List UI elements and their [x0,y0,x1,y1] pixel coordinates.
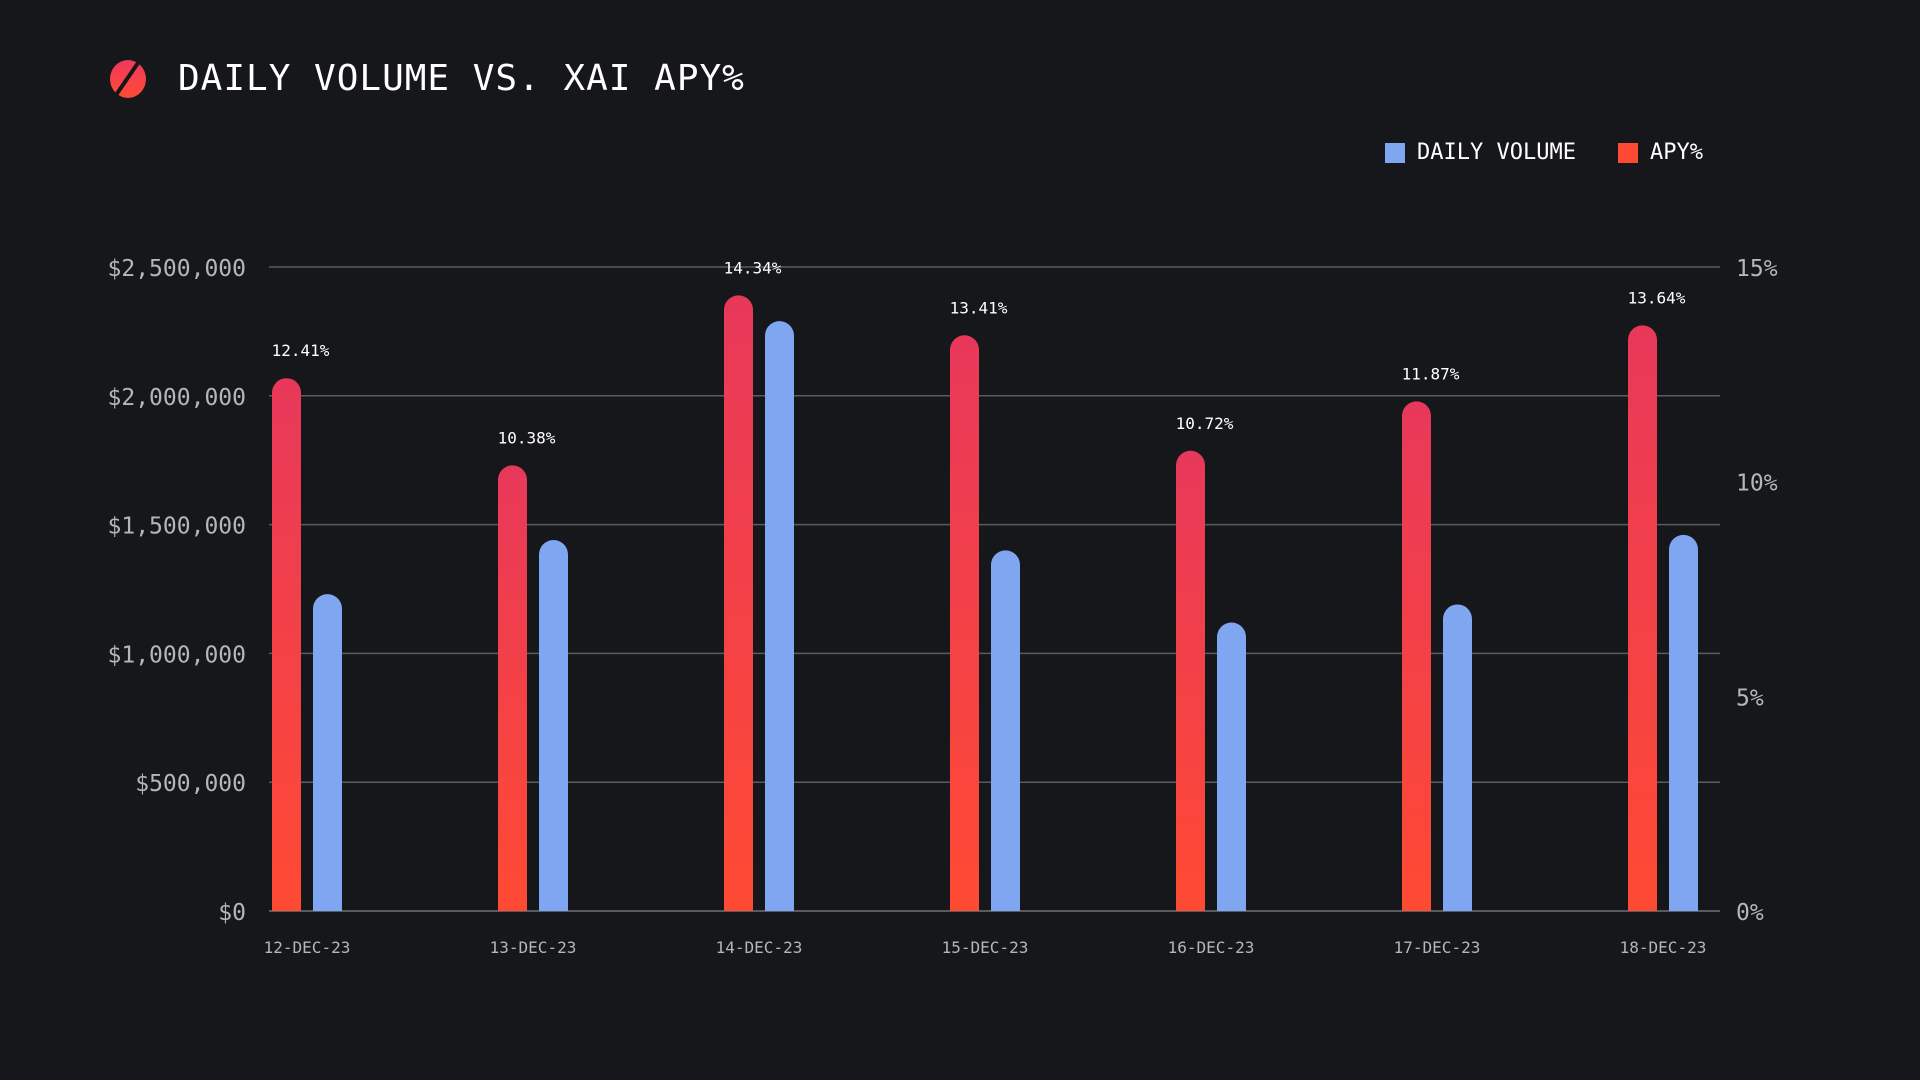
left-tick-label: $0 [218,900,246,926]
volume-bar [1443,604,1472,911]
volume-bar [313,594,342,911]
apy-bar [950,335,979,911]
x-tick-label: 18-DEC-23 [1620,938,1707,957]
left-tick-label: $1,500,000 [108,514,246,540]
right-tick-label: 10% [1736,471,1778,497]
apy-bar [1176,450,1205,911]
legend-item-volume: DAILY VOLUME [1385,140,1576,165]
volume-bar [539,540,568,911]
apy-bar [1628,325,1657,911]
left-tick-label: $2,000,000 [108,385,246,411]
left-tick-label: $500,000 [135,771,246,797]
x-tick-label: 14-DEC-23 [716,938,803,957]
apy-data-label: 11.87% [1402,364,1460,383]
apy-bar [498,465,527,911]
apy-data-label: 14.34% [724,258,782,277]
x-tick-label: 15-DEC-23 [942,938,1029,957]
right-tick-label: 5% [1736,685,1764,711]
apy-data-label: 13.41% [950,298,1008,317]
x-tick-label: 12-DEC-23 [264,938,351,957]
legend-swatch-volume [1385,142,1405,163]
left-tick-label: $1,000,000 [108,642,246,668]
apy-bar [724,295,753,911]
left-tick-label: $2,500,000 [108,256,246,282]
volume-bar [1217,622,1246,911]
right-tick-label: 15% [1736,256,1778,282]
legend-swatch-apy [1617,142,1638,163]
right-tick-label: 0% [1736,900,1764,926]
apy-data-label: 10.38% [498,428,556,447]
volume-bar [765,321,794,911]
apy-data-label: 12.41% [272,341,330,360]
legend: DAILY VOLUME APY% [1385,140,1703,165]
volume-bar [991,550,1020,911]
legend-label-volume: DAILY VOLUME [1417,140,1576,165]
chart-header: DAILY VOLUME VS. XAI APY% [108,58,745,99]
legend-item-apy: APY% [1617,140,1703,165]
apy-data-label: 13.64% [1628,288,1686,307]
x-tick-label: 17-DEC-23 [1394,938,1481,957]
chart-title: DAILY VOLUME VS. XAI APY% [178,58,745,99]
apy-bar [272,378,301,911]
volume-bar [1669,534,1698,911]
logo-icon [110,59,146,98]
legend-label-apy: APY% [1649,140,1703,165]
apy-bar [1402,401,1431,911]
apy-data-label: 10.72% [1176,414,1234,433]
x-tick-label: 16-DEC-23 [1168,938,1255,957]
x-tick-label: 13-DEC-23 [490,938,577,957]
